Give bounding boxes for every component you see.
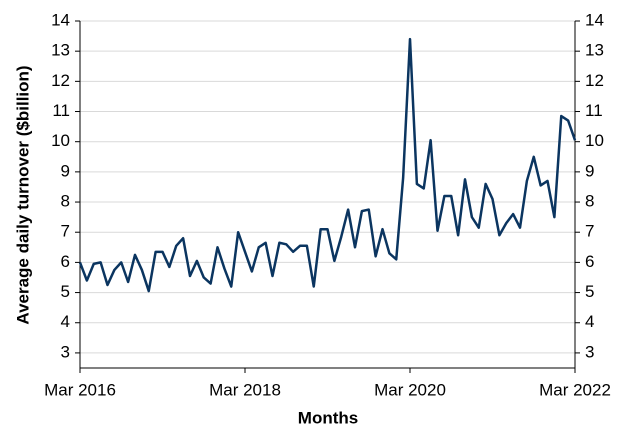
line-series — [78, 37, 577, 293]
y-tick-label-right: 4 — [585, 312, 594, 331]
y-tick-label: 3 — [61, 342, 70, 361]
y-tick-label: 14 — [51, 10, 70, 29]
y-tick-label: 11 — [52, 101, 70, 120]
y-tick-label-right: 12 — [585, 71, 604, 90]
y-tick-label: 12 — [51, 71, 70, 90]
y-tick-label-right: 13 — [585, 41, 604, 60]
y-tick-label-right: 11 — [585, 101, 603, 120]
x-tick-label: Mar 2020 — [374, 380, 446, 399]
y-tick-label: 7 — [61, 222, 70, 241]
y-tick-label-right: 14 — [585, 10, 604, 29]
x-tick-label: Mar 2022 — [539, 380, 611, 399]
y-tick-label-right: 3 — [585, 342, 594, 361]
y-axis-label: Average daily turnover ($billion) — [13, 65, 32, 324]
y-tick-label-right: 9 — [585, 161, 594, 180]
x-tick-label: Mar 2018 — [209, 380, 281, 399]
y-tick-label-right: 5 — [585, 282, 594, 301]
y-tick-label: 4 — [61, 312, 70, 331]
y-tick-label-right: 8 — [585, 192, 594, 211]
y-tick-label-right: 7 — [585, 222, 594, 241]
x-axis-label: Months — [298, 408, 358, 427]
y-tick-label: 9 — [61, 161, 70, 180]
y-tick-label: 5 — [61, 282, 70, 301]
y-tick-label: 10 — [51, 131, 70, 150]
y-tick-label-right: 10 — [585, 131, 604, 150]
x-tick-label: Mar 2016 — [44, 380, 116, 399]
y-tick-label-right: 6 — [585, 252, 594, 271]
y-tick-label: 13 — [51, 41, 70, 60]
y-tick-label: 8 — [61, 192, 70, 211]
y-tick-label: 6 — [61, 252, 70, 271]
